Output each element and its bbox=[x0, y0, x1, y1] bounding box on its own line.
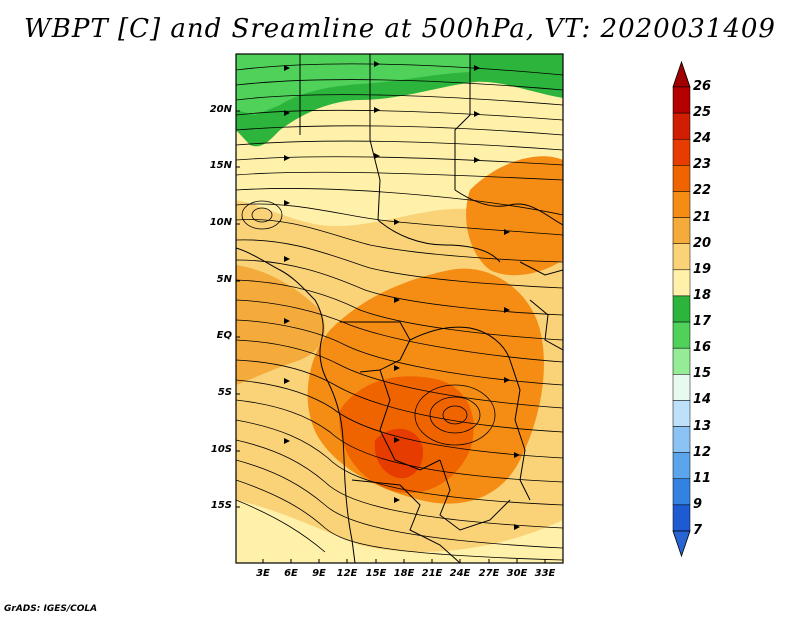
colorbar-label: 17 bbox=[693, 314, 712, 330]
lat-label: 20N bbox=[209, 104, 232, 115]
colorbar-label: 11 bbox=[693, 470, 712, 486]
lat-label: 15S bbox=[210, 500, 232, 511]
wbpt-field bbox=[236, 54, 563, 563]
colorbar-swatch bbox=[672, 295, 691, 323]
colorbar-label: 14 bbox=[693, 392, 712, 408]
lon-label: 27E bbox=[478, 568, 500, 579]
map-frame bbox=[235, 53, 564, 564]
colorbar-label: 9 bbox=[693, 496, 703, 512]
lon-label: 21E bbox=[421, 568, 443, 579]
colorbar-label: 21 bbox=[693, 209, 712, 225]
colorbar-swatch bbox=[672, 426, 691, 453]
colorbar bbox=[672, 60, 691, 558]
colorbar-swatch bbox=[672, 191, 691, 218]
colorbar-swatch bbox=[672, 217, 691, 244]
colorbar-bottom-arrow bbox=[672, 530, 691, 558]
lon-label: 12E bbox=[336, 568, 358, 579]
colorbar-label: 13 bbox=[693, 418, 712, 434]
lon-label: 9E bbox=[312, 568, 326, 579]
colorbar-label: 20 bbox=[693, 235, 712, 251]
colorbar-label: 26 bbox=[693, 79, 712, 94]
colorbar-label: 16 bbox=[693, 340, 712, 356]
colorbar-label: 7 bbox=[693, 523, 703, 538]
colorbar-swatch bbox=[672, 112, 691, 140]
colorbar-swatch bbox=[672, 504, 691, 532]
colorbar-swatch bbox=[672, 347, 691, 375]
lat-label: 15N bbox=[209, 160, 232, 171]
colorbar-swatch bbox=[672, 374, 691, 401]
lon-label: 6E bbox=[284, 568, 298, 579]
colorbar-label: 19 bbox=[693, 261, 712, 277]
colorbar-label: 22 bbox=[693, 183, 712, 199]
lat-label: 5N bbox=[216, 274, 232, 285]
colorbar-swatch bbox=[672, 138, 691, 166]
streamline-arrows bbox=[284, 61, 520, 530]
lat-label: 10N bbox=[209, 217, 232, 228]
colorbar-label: 12 bbox=[693, 444, 712, 460]
map-title: WBPT [C] and Sreamline at 500hPa, VT: 20… bbox=[24, 14, 776, 44]
colorbar-swatch bbox=[672, 86, 691, 114]
colorbar-label: 25 bbox=[693, 105, 712, 121]
lon-label: 18E bbox=[393, 568, 415, 579]
colorbar-top-arrow bbox=[672, 60, 691, 88]
grads-credit: GrADS: IGES/COLA bbox=[4, 604, 98, 614]
colorbar-swatch bbox=[672, 400, 691, 427]
country-borders bbox=[236, 54, 563, 563]
colorbar-swatch bbox=[672, 478, 691, 506]
lat-label: EQ bbox=[216, 330, 232, 341]
lon-label: 24E bbox=[449, 568, 471, 579]
streamlines bbox=[236, 63, 563, 561]
lat-label: 10S bbox=[210, 444, 232, 455]
colorbar-swatch bbox=[672, 165, 691, 192]
axis-ticks bbox=[236, 110, 546, 563]
colorbar-label: 15 bbox=[693, 366, 712, 382]
lat-label: 5S bbox=[217, 387, 232, 398]
lon-label: 15E bbox=[365, 568, 387, 579]
colorbar-label: 18 bbox=[693, 287, 712, 303]
colorbar-label: 24 bbox=[693, 131, 712, 147]
colorbar-label: 23 bbox=[693, 157, 712, 173]
lon-label: 3E bbox=[256, 568, 270, 579]
colorbar-swatch bbox=[672, 243, 691, 271]
colorbar-swatch bbox=[672, 452, 691, 480]
colorbar-swatch bbox=[672, 321, 691, 349]
colorbar-swatch bbox=[672, 269, 691, 297]
lon-label: 30E bbox=[506, 568, 528, 579]
lon-label: 33E bbox=[534, 568, 556, 579]
